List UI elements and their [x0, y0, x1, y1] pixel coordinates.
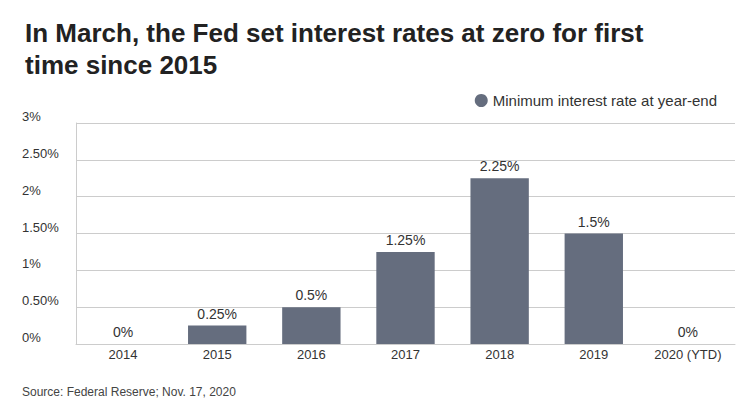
- svg-text:2016: 2016: [297, 347, 326, 362]
- svg-text:Minimum interest rate at year-: Minimum interest rate at year-end: [493, 92, 717, 109]
- svg-text:0.5%: 0.5%: [295, 287, 327, 303]
- svg-text:2.25%: 2.25%: [480, 158, 520, 174]
- svg-text:0%: 0%: [22, 330, 41, 345]
- svg-text:1.50%: 1.50%: [22, 220, 59, 235]
- svg-text:1.5%: 1.5%: [578, 214, 610, 230]
- svg-text:2015: 2015: [203, 347, 232, 362]
- svg-text:Source: Federal Reserve; Nov.: Source: Federal Reserve; Nov. 17, 2020: [22, 385, 236, 399]
- svg-text:2018: 2018: [485, 347, 514, 362]
- svg-text:1.25%: 1.25%: [386, 232, 426, 248]
- svg-text:3%: 3%: [22, 109, 41, 124]
- svg-text:0.25%: 0.25%: [197, 306, 237, 322]
- svg-text:2.50%: 2.50%: [22, 146, 59, 161]
- svg-text:2019: 2019: [579, 347, 608, 362]
- svg-text:2017: 2017: [391, 347, 420, 362]
- svg-text:0%: 0%: [113, 324, 133, 340]
- svg-text:2020 (YTD): 2020 (YTD): [654, 347, 721, 362]
- svg-text:time since 2015: time since 2015: [25, 50, 217, 80]
- svg-text:1%: 1%: [22, 256, 41, 271]
- svg-text:In March, the Fed set interest: In March, the Fed set interest rates at …: [25, 18, 651, 48]
- svg-text:2014: 2014: [109, 347, 138, 362]
- svg-text:2%: 2%: [22, 183, 41, 198]
- svg-text:0.50%: 0.50%: [22, 293, 59, 308]
- svg-text:0%: 0%: [678, 324, 698, 340]
